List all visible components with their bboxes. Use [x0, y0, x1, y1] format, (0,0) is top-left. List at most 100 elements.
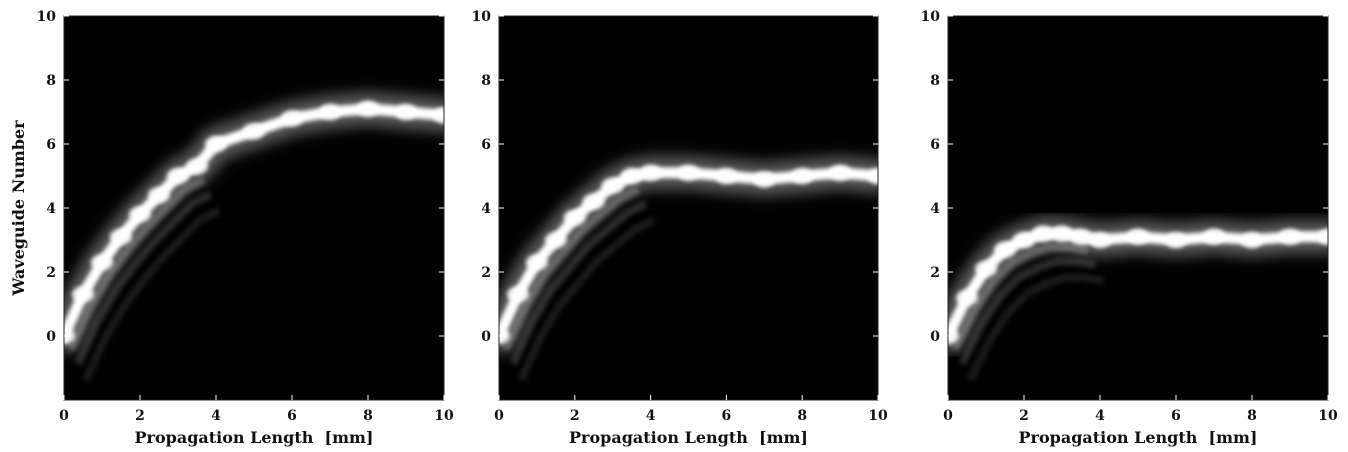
heatmap-field	[64, 91, 444, 382]
beam-point	[563, 209, 586, 226]
beam-point	[525, 254, 548, 271]
y-tick-label: 4	[930, 201, 940, 217]
beam-point	[1203, 228, 1225, 245]
y-tick-label: 0	[481, 329, 491, 345]
x-tick-label: 10	[1318, 408, 1338, 424]
y-tick-label: 8	[481, 73, 491, 89]
panel-3: 0 2 4 6 8 10 0 2 4 6 8 10 Propagation Length [mm]	[921, 9, 1338, 447]
x-tick-label: 10	[868, 408, 888, 424]
y-tick-label: 10	[37, 9, 57, 25]
beam-point	[1032, 225, 1054, 242]
sidelobe	[509, 200, 648, 366]
x-axis-title: Propagation Length [mm]	[569, 428, 808, 447]
x-tick-label: 8	[797, 408, 807, 424]
beam-point	[791, 168, 814, 184]
beam-point	[601, 177, 624, 194]
beam-point	[1241, 232, 1263, 248]
beam-point	[582, 193, 605, 210]
beam-point	[753, 171, 776, 188]
beam-point	[1070, 228, 1092, 245]
sidelobe	[966, 273, 1104, 382]
x-tick-label: 8	[1247, 408, 1257, 424]
sidelobe	[958, 257, 1096, 366]
beam-point	[186, 158, 208, 175]
beam-point	[994, 241, 1016, 258]
beam-point	[867, 168, 878, 184]
beam-point	[1127, 228, 1149, 245]
beam-point	[1279, 228, 1301, 245]
y-tick-label: 2	[46, 265, 56, 281]
y-tick-label: 10	[472, 9, 492, 25]
beam-point	[975, 260, 997, 277]
x-tick-label: 0	[494, 408, 504, 424]
x-tick-label: 4	[646, 408, 656, 424]
beam-point	[91, 254, 113, 271]
y-tick-label: 0	[46, 329, 56, 345]
beam-point	[948, 328, 959, 344]
heatmap-field	[499, 155, 878, 382]
y-tick-label: 4	[46, 201, 56, 217]
beam-point	[72, 286, 94, 303]
beam-point	[395, 104, 417, 120]
x-axis-title: Propagation Length [mm]	[135, 428, 374, 447]
x-tick-label: 2	[1019, 408, 1029, 424]
x-tick-label: 4	[1095, 408, 1105, 424]
beam-point	[499, 328, 510, 344]
beam-point	[110, 228, 132, 245]
beam-point	[1089, 232, 1111, 248]
y-tick-label: 4	[481, 201, 491, 217]
y-tick-label: 10	[921, 9, 941, 25]
y-tick-label: 2	[481, 265, 491, 281]
beam-point	[544, 232, 567, 248]
beam-point	[715, 168, 738, 184]
beam-point	[129, 206, 151, 223]
beam-point	[281, 110, 303, 127]
beam-point	[1165, 232, 1187, 248]
beam-point	[357, 100, 379, 117]
x-tick-label: 10	[434, 408, 454, 424]
y-tick-label: 8	[46, 73, 56, 89]
y-tick-label: 0	[930, 329, 940, 345]
heatmap-field	[948, 216, 1328, 382]
x-tick-label: 8	[363, 408, 373, 424]
beam-point	[243, 123, 265, 140]
y-axis-title: Waveguide Number	[9, 120, 28, 297]
beam-point	[829, 164, 852, 181]
beam-point	[956, 289, 978, 306]
x-tick-label: 2	[135, 408, 145, 424]
y-tick-label: 6	[46, 137, 56, 153]
beam-point	[64, 328, 75, 344]
heatmap-background	[948, 16, 1328, 400]
beam-point	[319, 104, 341, 120]
beam-point	[639, 164, 662, 181]
y-tick-label: 6	[481, 137, 491, 153]
panel-1: 0 2 4 6 8 10 0 2 4 6 8 10 Propagation Length [mm]	[37, 9, 454, 447]
x-tick-label: 6	[1171, 408, 1181, 424]
y-tick-label: 8	[930, 73, 940, 89]
beam-point	[205, 136, 227, 152]
heatmap-background	[64, 16, 444, 400]
beam-point	[433, 107, 444, 124]
beam-point	[506, 286, 529, 303]
beam-point	[620, 168, 643, 184]
x-tick-label: 2	[570, 408, 580, 424]
sidelobe	[74, 190, 213, 366]
panel-2: 0 2 4 6 8 10 0 2 4 6 8 10 Propagation Length [mm]	[472, 9, 888, 447]
sidelobe	[82, 206, 221, 382]
x-tick-label: 4	[211, 408, 221, 424]
beam-point	[148, 187, 170, 204]
x-tick-label: 0	[943, 408, 953, 424]
y-tick-label: 6	[930, 137, 940, 153]
sidelobe	[517, 216, 656, 382]
x-tick-label: 6	[287, 408, 297, 424]
beam-point	[1013, 232, 1035, 248]
heatmap-background	[499, 16, 878, 400]
panels: 0 2 4 6 8 10 0 2 4 6 8 10 Propagation Length [mm] 0 2 4…	[37, 9, 1338, 447]
x-axis-title: Propagation Length [mm]	[1019, 428, 1258, 447]
x-tick-label: 6	[722, 408, 732, 424]
beam-point	[167, 168, 189, 184]
beam-point	[1051, 225, 1073, 242]
beam-point	[1317, 228, 1328, 245]
x-tick-label: 0	[59, 408, 69, 424]
